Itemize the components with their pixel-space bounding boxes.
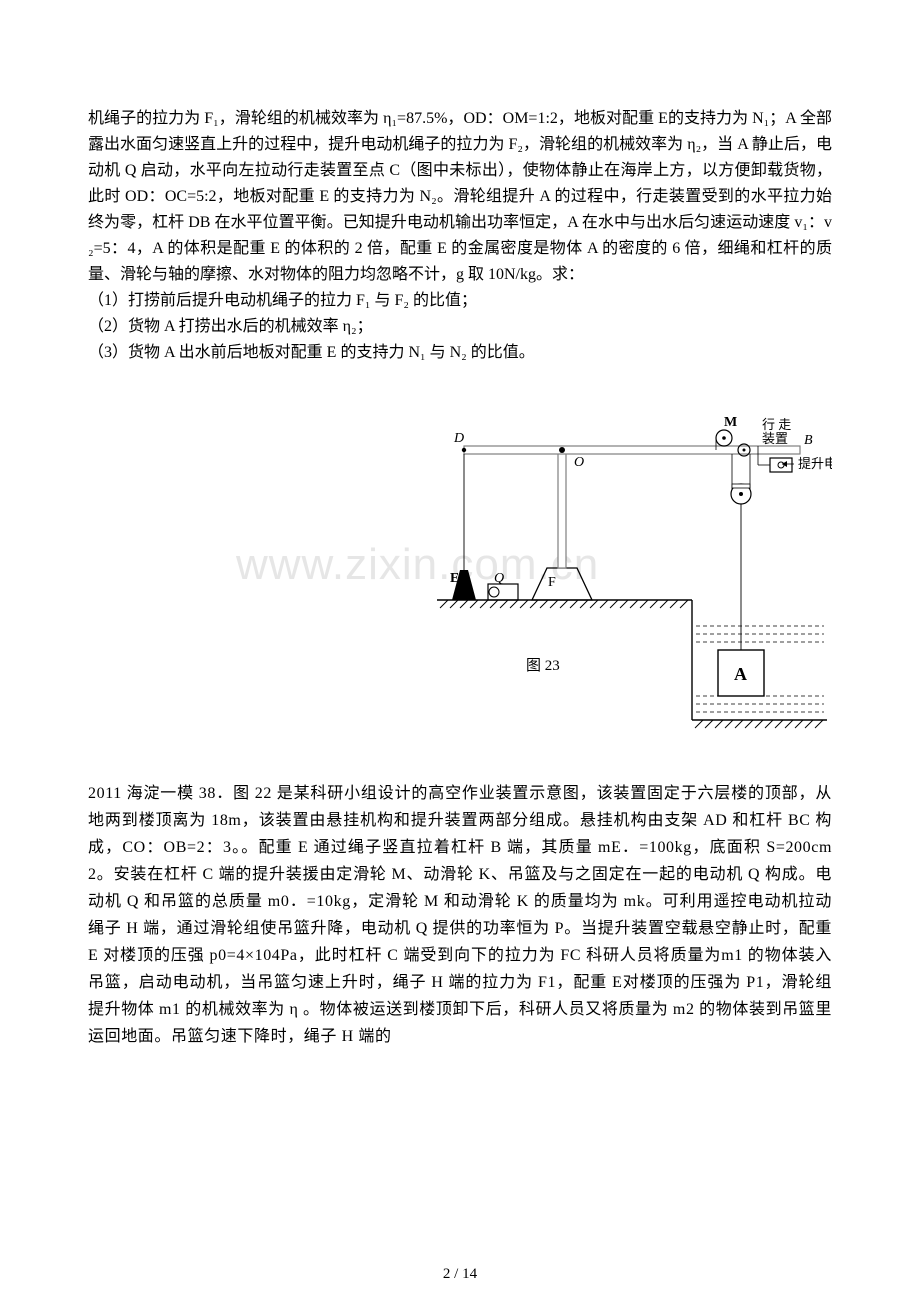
problem-2011-haidian: 2011 海淀一模 38．图 22 是某科研小组设计的高空作业装置示意图，该装置… bbox=[88, 780, 832, 1050]
problem-2-body: 图 22 是某科研小组设计的高空作业装置示意图，该装置固定于六层楼的顶部，从地两… bbox=[88, 785, 832, 1045]
label-motor: 提升电动机 bbox=[798, 456, 832, 471]
label-walker: 行 走 bbox=[762, 417, 791, 432]
question-2: （2）货物 A 打捞出水后的机械效率 η₂； bbox=[88, 314, 832, 340]
page-number: 2 / 14 bbox=[0, 1266, 920, 1283]
figure-23-diagram: M D O B E Q F A 行 走 装置 提升电动机 bbox=[432, 410, 832, 740]
problem-text-paragraph: 机绳子的拉力为 F₁，滑轮组的机械效率为 η₁=87.5%，OD：OM=1:2，… bbox=[88, 106, 832, 288]
label-walker-2: 装置 bbox=[762, 431, 788, 446]
label-B: B bbox=[804, 433, 813, 448]
label-E: E bbox=[450, 571, 459, 586]
label-A: A bbox=[734, 664, 747, 684]
question-1: （1）打捞前后提升电动机绳子的拉力 F₁ 与 F₂ 的比值； bbox=[88, 288, 832, 314]
figure-23-area: www.zixin.com.cn bbox=[88, 410, 832, 740]
problem-2-heading: 2011 海淀一模 38． bbox=[88, 785, 233, 802]
label-M: M bbox=[724, 415, 737, 430]
label-O: O bbox=[574, 455, 584, 470]
figure-23-caption: 图 23 bbox=[526, 654, 560, 675]
label-F: F bbox=[548, 575, 556, 590]
figure-23-svg-wrap: M D O B E Q F A 行 走 装置 提升电动机 bbox=[432, 410, 832, 745]
question-3: （3）货物 A 出水前后地板对配重 E 的支持力 N₁ 与 N₂ 的比值。 bbox=[88, 340, 832, 366]
label-Q: Q bbox=[494, 571, 504, 586]
label-D: D bbox=[453, 431, 464, 446]
